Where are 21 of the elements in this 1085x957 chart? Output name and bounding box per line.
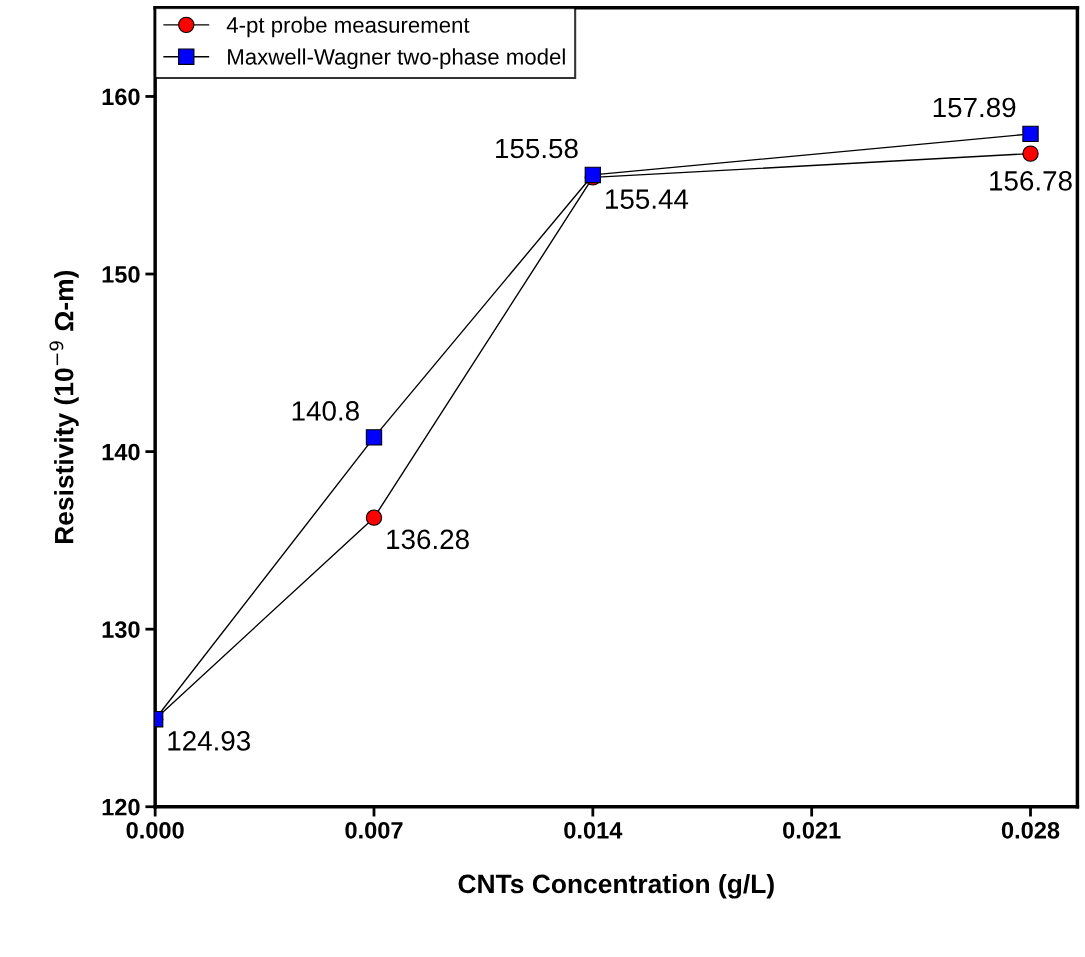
legend-label: 4-pt probe measurement <box>226 16 470 38</box>
y-tick-label: 160 <box>102 88 140 106</box>
y-tick-label: 140 <box>102 443 140 461</box>
y-tick-label: 130 <box>102 621 140 638</box>
y-axis-title: Resistivity (10$^{−9}$ Ω-m) <box>49 270 79 544</box>
data-label: 157.89 <box>933 97 1016 118</box>
data-label: 136.28 <box>387 529 469 550</box>
y-tick-label: 120 <box>102 798 140 816</box>
data-label: 124.93 <box>168 731 251 751</box>
x-tick-label: 0.014 <box>564 821 623 839</box>
data-label: 156.78 <box>990 171 1072 191</box>
data-label: 140.8 <box>292 401 359 421</box>
x-tick-label: 0.000 <box>126 821 184 839</box>
x-tick-label: 0.028 <box>1001 821 1060 839</box>
legend-label: Maxwell-Wagner two-phase model <box>228 48 565 70</box>
x-tick-label: 0.007 <box>345 821 403 839</box>
x-axis-title: CNTs Concentration (g/L) <box>458 873 774 899</box>
data-label: 155.58 <box>496 138 578 159</box>
y-tick-label: 150 <box>102 266 140 283</box>
x-tick-label: 0.021 <box>783 821 841 839</box>
data-label: 155.44 <box>606 189 689 209</box>
